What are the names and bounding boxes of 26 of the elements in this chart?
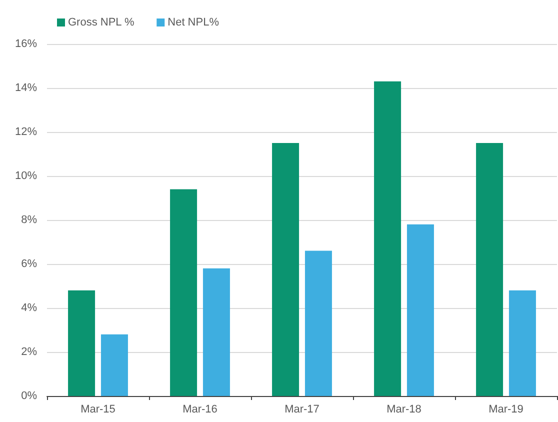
bar: [374, 81, 402, 396]
y-tick-label: 8%: [21, 214, 38, 226]
bar: [272, 143, 300, 396]
x-tick-label: Mar-15: [80, 404, 116, 416]
y-tick-label: 0%: [21, 390, 38, 402]
bar: [406, 224, 434, 396]
y-tick-label: 12%: [14, 126, 38, 138]
bar: [476, 143, 504, 396]
y-tick-label: 4%: [21, 302, 38, 314]
x-tick-label: Mar-17: [284, 404, 320, 416]
bar: [100, 334, 128, 396]
bar: [508, 290, 536, 396]
y-tick-label: 6%: [21, 258, 38, 270]
bar: [304, 250, 332, 396]
bar: [202, 268, 230, 396]
x-tick-label: Mar-16: [182, 404, 218, 416]
bar: [170, 189, 198, 396]
x-tick-label: Mar-18: [386, 404, 422, 416]
y-tick-label: 16%: [14, 38, 38, 50]
bar: [68, 290, 96, 396]
y-tick-label: 10%: [14, 170, 38, 182]
x-tick-label: Mar-19: [488, 404, 524, 416]
y-tick-label: 14%: [14, 82, 38, 94]
y-tick-label: 2%: [21, 346, 38, 358]
legend-label: Gross NPL %: [68, 16, 134, 28]
legend-label: Net NPL%: [168, 16, 220, 28]
